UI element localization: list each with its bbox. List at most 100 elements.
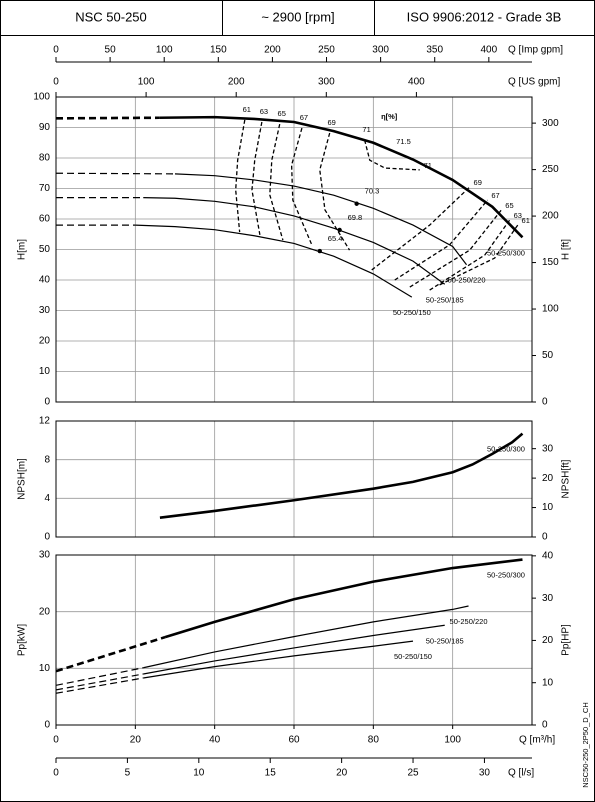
y2-axis-title: Pp[HP] (561, 624, 572, 656)
y2-tick-label: 40 (542, 550, 554, 561)
plot-area (56, 115, 524, 298)
curve-label: 50-250/220 (448, 276, 486, 285)
y2-tick-label: 100 (542, 304, 559, 315)
efficiency-curve (409, 209, 502, 288)
y2-tick-label: 50 (542, 350, 554, 361)
y-tick-label: 0 (44, 720, 50, 731)
plot-frame (55, 420, 533, 538)
curve (143, 605, 469, 669)
y2-tick-label: 30 (542, 443, 554, 454)
header-speed: ~ 2900 [rpm] (261, 9, 334, 24)
efficiency-label: 71 (424, 161, 432, 170)
secondary-x-tick-label: 300 (318, 77, 335, 88)
y2-tick-label: 250 (542, 164, 559, 175)
y-tick-label: 50 (39, 244, 51, 255)
efficiency-label: 65 (278, 109, 286, 118)
efficiency-peak-label: 71.5 (396, 137, 411, 146)
y-tick-label: 4 (44, 493, 50, 504)
x-tick-label: 40 (209, 735, 221, 746)
x-tick-label: 80 (368, 735, 380, 746)
y-tick-label: 10 (39, 366, 51, 377)
secondary-x-tick-label: 150 (210, 45, 227, 56)
y-tick-label: 80 (39, 153, 51, 164)
x-tick-label: 60 (288, 735, 300, 746)
header-standard: ISO 9906:2012 - Grade 3B (407, 9, 562, 24)
secondary-x-tick-label: 250 (318, 45, 335, 56)
bep-label: 69.8 (348, 213, 363, 222)
efficiency-label: 61 (243, 105, 251, 114)
curve-dashed (56, 116, 160, 120)
y-tick-label: 20 (39, 606, 51, 617)
bep-label: 70.3 (365, 187, 380, 196)
curve-dashed (56, 635, 166, 673)
y-tick-label: 12 (39, 416, 51, 427)
y-tick-label: 90 (39, 122, 51, 133)
secondary-x-tick-label: 400 (480, 45, 497, 56)
y-tick-label: 40 (39, 275, 51, 286)
bep-label: 65.4 (328, 234, 343, 243)
curve (143, 624, 445, 675)
curve (135, 224, 413, 298)
secondary-x-tick-label: 25 (407, 768, 419, 779)
efficiency-label: 65 (505, 201, 513, 210)
efficiency-curve (235, 119, 246, 233)
curve (159, 115, 524, 239)
secondary-x-tick-label: 100 (138, 77, 155, 88)
y2-tick-label: 200 (542, 211, 559, 222)
secondary-x-tick-label: 0 (53, 77, 59, 88)
x-tick-label: 20 (130, 735, 142, 746)
y2-tick-label: 20 (542, 473, 554, 484)
secondary-x-axis-title: Q [US gpm] (508, 77, 560, 88)
efficiency-curve (371, 186, 471, 271)
secondary-x-axis-title: Q [Imp gpm] (508, 45, 563, 56)
y-tick-label: 100 (33, 92, 50, 103)
secondary-x-tick-label: 100 (156, 45, 173, 56)
y2-tick-label: 10 (542, 502, 554, 513)
y-tick-label: 30 (39, 550, 51, 561)
y-axis-title: NPSH[m] (17, 458, 28, 500)
y2-tick-label: 0 (542, 397, 548, 408)
efficiency-label: 61 (522, 216, 530, 225)
header-model: NSC 50-250 (75, 9, 147, 24)
efficiency-title: η[%] (381, 112, 398, 121)
curve-label: 50-250/300 (487, 445, 525, 454)
y-axis-title: Pp[kW] (17, 624, 28, 656)
secondary-x-tick-label: 0 (53, 45, 59, 56)
secondary-x-axis-title: Q [l/s] (508, 768, 534, 779)
y2-tick-label: 0 (542, 532, 548, 543)
efficiency-label: 67 (300, 113, 308, 122)
y-tick-label: 10 (39, 663, 51, 674)
y-tick-label: 20 (39, 336, 51, 347)
curve-label: 50-250/185 (426, 295, 464, 304)
curve-label: 50-250/150 (393, 308, 431, 317)
curve-label: 50-250/185 (426, 636, 464, 645)
y2-axis-title: NPSH[ft] (561, 459, 572, 498)
bep-point (337, 227, 342, 233)
y2-tick-label: 150 (542, 257, 559, 268)
bep-point (317, 248, 322, 254)
secondary-x-tick-label: 300 (372, 45, 389, 56)
secondary-x-tick-label: 30 (479, 768, 491, 779)
efficiency-label: 71 (362, 125, 370, 134)
efficiency-curve (290, 127, 313, 246)
efficiency-curve (251, 121, 263, 235)
curve (159, 432, 524, 519)
y-tick-label: 70 (39, 183, 51, 194)
efficiency-label: 67 (491, 191, 499, 200)
y2-tick-label: 30 (542, 593, 554, 604)
efficiency-label: 69 (328, 118, 336, 127)
footer-code: NSC50-250_2P50_D_CH (581, 702, 590, 787)
secondary-x-tick-label: 400 (408, 77, 425, 88)
y-tick-label: 0 (44, 397, 50, 408)
plot-area (159, 432, 524, 519)
curve-dashed (56, 667, 144, 686)
curve (164, 558, 523, 639)
efficiency-label: 63 (514, 211, 522, 220)
curve-label: 50-250/150 (394, 652, 432, 661)
y-tick-label: 60 (39, 214, 51, 225)
y-axis-title: H[m] (17, 239, 28, 260)
curve-label: 50-250/220 (450, 617, 488, 626)
secondary-x-tick-label: 15 (265, 768, 277, 779)
